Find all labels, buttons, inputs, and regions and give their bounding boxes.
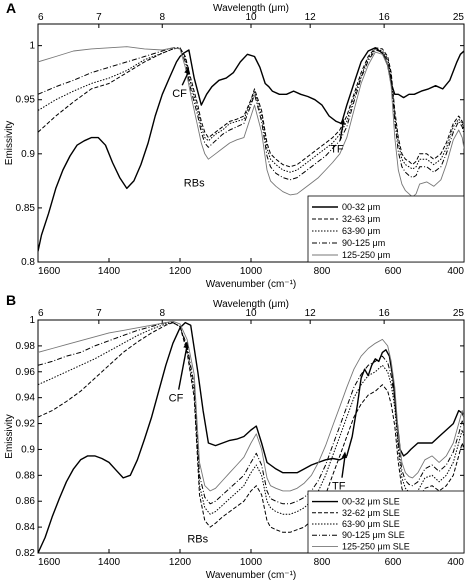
- x-tick-label: 1600: [38, 557, 61, 568]
- y-tick-label: 0.84: [16, 522, 36, 533]
- top-tick-label: 7: [96, 12, 102, 23]
- y-tick-label: 0.86: [16, 496, 36, 507]
- annotation-arrowhead: [339, 117, 346, 125]
- top-tick-label: 25: [453, 308, 465, 319]
- annotation-tf: TF: [332, 481, 346, 493]
- panel-b: B 1600 1400 1200 1000 800 600 400 Wavenumber (cm…: [4, 292, 465, 580]
- x-tick-label: 1200: [169, 266, 192, 277]
- x-tick-label: 400: [447, 557, 464, 568]
- legend-entry: 90-125 μm SLE: [342, 530, 405, 540]
- x-tick-label: 1000: [240, 266, 263, 277]
- legend-entry: 00-32 μm SLE: [342, 497, 400, 507]
- y-tick-label: 1: [29, 315, 35, 326]
- x-tick-label: 1400: [98, 557, 121, 568]
- y-tick-label: 0.85: [16, 203, 36, 214]
- annotation-rbs: RBs: [187, 534, 208, 546]
- top-tick-label: 16: [379, 12, 391, 23]
- legend-entry: 63-90 μm: [342, 226, 380, 236]
- legend-entry: 32-62 μm SLE: [342, 508, 400, 518]
- y-tick-label: 0.88: [16, 470, 36, 481]
- y-tick-label: 0.94: [16, 393, 36, 404]
- series-line-2: [38, 47, 464, 173]
- top-tick-label: 16: [379, 308, 391, 319]
- annotation-cf: CF: [169, 393, 184, 405]
- top-axis-label: Wavelength (μm): [213, 3, 289, 14]
- series-group: [38, 320, 464, 553]
- series-line-1: [38, 47, 464, 168]
- top-tick-label: 10: [245, 308, 257, 319]
- top-tick-label: 6: [38, 308, 44, 319]
- x-tick-label: 600: [385, 557, 402, 568]
- y-axis-label: Emissivity: [4, 414, 15, 458]
- top-tick-label: 8: [159, 12, 165, 23]
- top-tick-label: 6: [38, 12, 44, 23]
- x-tick-label: 800: [314, 557, 331, 568]
- x-axis-label: Wavenumber (cm⁻¹): [206, 570, 296, 580]
- annotation-arrowhead: [184, 67, 190, 75]
- legend-entry: 125-250 μm: [342, 250, 390, 260]
- y-tick-label: 0.95: [16, 95, 36, 106]
- y-tick-label: 1: [29, 41, 35, 52]
- top-tick-label: 10: [245, 12, 257, 23]
- annotation-cf: CF: [172, 88, 187, 100]
- top-axis-label: Wavelength (μm): [213, 299, 289, 310]
- x-tick-label: 1200: [169, 557, 192, 568]
- y-axis-label: Emissivity: [4, 121, 15, 165]
- panel-label: A: [6, 0, 16, 16]
- top-tick-label: 25: [453, 12, 465, 23]
- x-tick-label: 1600: [38, 266, 61, 277]
- legend-entry: 00-32 μm: [342, 202, 380, 212]
- y-tick-label: 0.8: [21, 257, 35, 268]
- x-tick-label: 1400: [98, 266, 121, 277]
- panel-label: B: [6, 292, 16, 308]
- x-tick-label: 600: [385, 266, 402, 277]
- annotation-arrow: [339, 121, 344, 141]
- annotation-arrow: [177, 345, 188, 390]
- legend-entry: 90-125 μm: [342, 238, 385, 248]
- y-tick-label: 0.9: [21, 444, 35, 455]
- x-axis-label: Wavenumber (cm⁻¹): [206, 279, 296, 290]
- legend-entry: 32-63 μm: [342, 214, 380, 224]
- annotation-arrowhead: [183, 341, 189, 349]
- y-tick-label: 0.82: [16, 548, 36, 559]
- series-line-4: [38, 46, 464, 198]
- top-tick-label: 12: [305, 12, 317, 23]
- series-line-4: [38, 320, 464, 492]
- y-tick-label: 0.92: [16, 419, 36, 430]
- series-line-0: [38, 47, 464, 252]
- series-line-2: [38, 322, 464, 515]
- annotation-arrow: [341, 455, 346, 478]
- annotation-rbs: RBs: [184, 177, 205, 189]
- annotation-arrowhead: [341, 451, 348, 459]
- series-line-3: [38, 47, 464, 181]
- x-tick-label: 1000: [240, 557, 263, 568]
- y-tick-label: 0.98: [16, 341, 36, 352]
- legend-entry: 63-90 μm SLE: [342, 519, 400, 529]
- legend: 00-32 μm 32-63 μm 63-90 μm 90-125 μm 125-250…: [307, 195, 465, 263]
- panel-a: A 1600 1400 1200 1000 800 600 400 Wavenumber (cm…: [4, 0, 465, 290]
- annotation-tf: TF: [330, 143, 344, 155]
- y-tick-label: 0.9: [21, 149, 35, 160]
- series-line-3: [38, 322, 464, 505]
- top-tick-label: 8: [159, 308, 165, 319]
- x-tick-label: 400: [447, 266, 464, 277]
- legend-entry: 125-250 μm SLE: [342, 541, 410, 551]
- top-tick-label: 12: [305, 308, 317, 319]
- top-tick-label: 7: [96, 308, 102, 319]
- x-tick-label: 800: [314, 266, 331, 277]
- y-tick-label: 0.96: [16, 367, 36, 378]
